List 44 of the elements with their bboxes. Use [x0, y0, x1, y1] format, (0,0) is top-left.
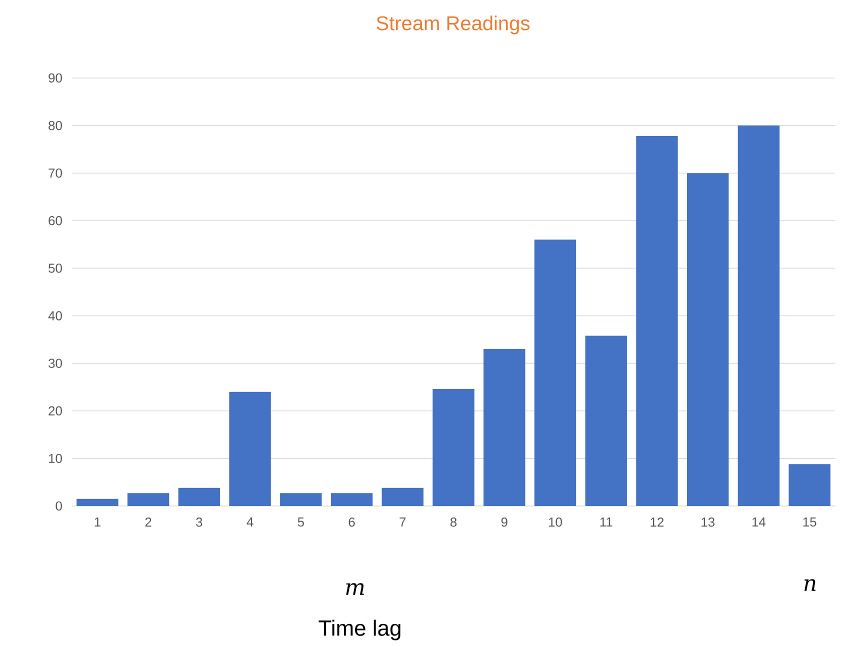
bar	[585, 336, 627, 506]
bar	[636, 136, 678, 506]
x-tick-label: 1	[94, 518, 100, 526]
y-tick-label: 0	[56, 501, 62, 511]
x-tick-label: 2	[145, 518, 152, 527]
x-tick-label: 3	[196, 518, 202, 527]
bar	[484, 349, 526, 506]
text: m	[346, 583, 364, 595]
x-tick-label: 4	[246, 518, 254, 526]
y-tick-label: 40	[48, 311, 62, 320]
x-tick-label: 8	[450, 518, 457, 527]
bar	[76, 498, 118, 506]
x-tick-label: 12	[650, 518, 664, 527]
bar	[178, 488, 220, 506]
x-tick-label: 11	[600, 518, 612, 526]
x-tick-label: 10	[548, 518, 562, 527]
x-tick-label: 14	[752, 518, 766, 526]
bar	[382, 488, 424, 506]
x-tick-label: 5	[298, 518, 304, 527]
x-tick-label: 13	[702, 518, 714, 527]
bar	[330, 493, 373, 506]
y-tick-label: 20	[48, 406, 62, 416]
y-tick-label: 80	[48, 120, 62, 130]
y-tick-label: 10	[49, 454, 62, 464]
bar	[229, 392, 271, 506]
x-axis-title: Time lag	[318, 620, 400, 640]
x-tick-label: 6	[348, 518, 355, 527]
bar	[280, 493, 322, 506]
y-tick-label: 70	[48, 168, 62, 178]
x-tick-label: 9	[501, 518, 508, 527]
chart-title: Stream Readings	[376, 16, 530, 34]
y-tick-label: 50	[48, 264, 62, 273]
bar	[127, 493, 170, 506]
bar	[534, 240, 576, 506]
bar	[738, 126, 780, 506]
y-tick-label: 30	[48, 358, 62, 368]
bar	[432, 389, 474, 506]
y-tick-label: 90	[48, 73, 62, 83]
bar	[686, 173, 729, 506]
y-tick-label: 60	[48, 216, 62, 226]
bar	[788, 464, 830, 506]
x-tick-label: 7	[400, 518, 406, 526]
text: n	[804, 579, 816, 591]
x-tick-label: 15	[803, 518, 816, 527]
